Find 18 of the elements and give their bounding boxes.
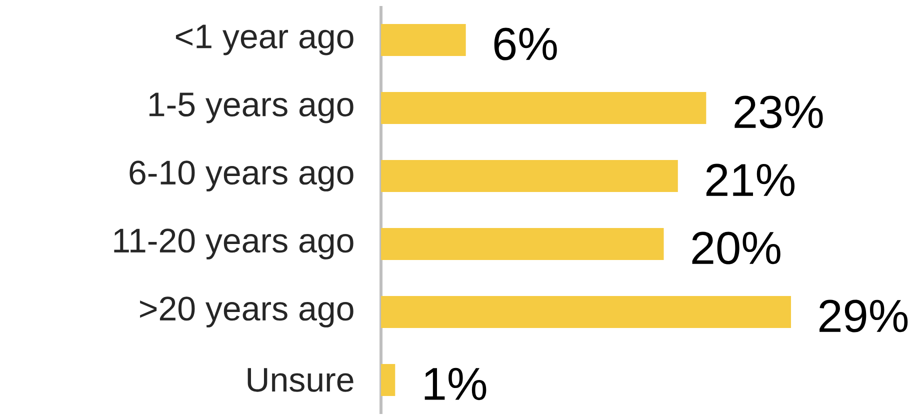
data-label: 1% bbox=[424, 368, 486, 400]
data-label: 20% bbox=[692, 232, 780, 264]
y-tick-label: Unsure bbox=[248, 368, 354, 392]
y-tick-label: 6-10 years ago bbox=[130, 160, 354, 192]
bar bbox=[381, 160, 678, 192]
data-label: 23% bbox=[734, 96, 823, 128]
y-tick-label: 11-20 years ago bbox=[114, 228, 354, 260]
data-label: 6% bbox=[494, 28, 557, 60]
y-tick-label: >20 years ago bbox=[140, 296, 354, 328]
y-tick-label: 1-5 years ago bbox=[149, 92, 354, 124]
bar bbox=[381, 296, 791, 328]
data-label: 29% bbox=[820, 300, 908, 332]
data-label: 21% bbox=[706, 164, 794, 196]
bar bbox=[381, 92, 706, 124]
bar bbox=[381, 228, 664, 260]
bar bbox=[381, 364, 396, 396]
bar bbox=[381, 24, 466, 56]
y-tick-label: <1 year ago bbox=[176, 24, 354, 56]
